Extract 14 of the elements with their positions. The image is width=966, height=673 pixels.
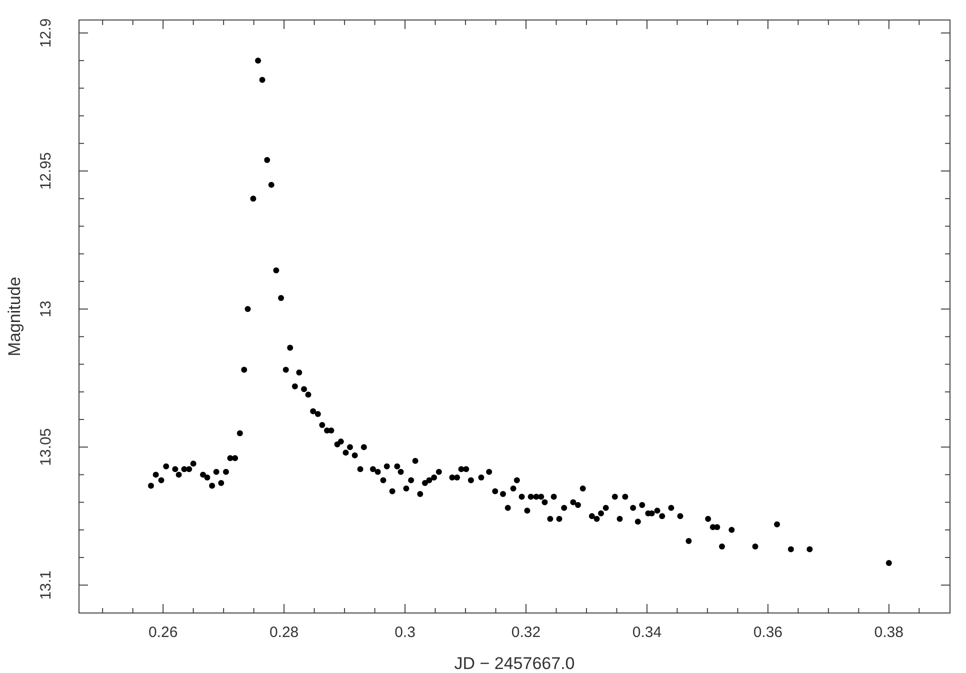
- y-tick-label: 12.9: [38, 18, 54, 48]
- x-tick-label: 0.34: [632, 624, 662, 641]
- x-tick-label: 0.36: [753, 624, 783, 641]
- x-tick-label: 0.28: [269, 624, 299, 641]
- y-tick-label: 13.1: [38, 570, 54, 600]
- x-tick-label: 0.32: [511, 624, 541, 641]
- y-tick-label: 12.95: [38, 152, 54, 190]
- y-tick-label: 13.05: [38, 428, 54, 466]
- x-tick-label: 0.38: [874, 624, 904, 641]
- y-tick-label: 13: [38, 300, 54, 318]
- x-tick-label: 0.3: [394, 624, 416, 641]
- y-axis-title: Magnitude: [5, 276, 24, 356]
- x-tick-label: 0.26: [148, 624, 178, 641]
- x-axis-title: JD − 2457667.0: [454, 654, 575, 673]
